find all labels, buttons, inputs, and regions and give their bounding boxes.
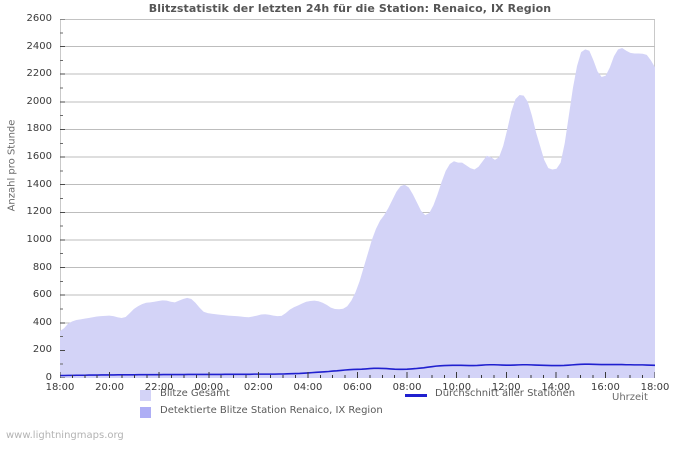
plot-area <box>60 19 655 378</box>
y-tick-label: 1800 <box>26 123 52 135</box>
chart-legend: Blitze Gesamt Detektierte Blitze Station … <box>0 388 700 422</box>
x-axis-title: Uhrzeit <box>612 392 648 403</box>
legend-line-marker <box>405 394 427 397</box>
y-tick-label: 800 <box>32 261 52 273</box>
x-tick-label: 14:00 <box>541 382 571 393</box>
y-tick-label: 0 <box>45 372 52 383</box>
legend-label: Blitze Gesamt <box>160 388 230 399</box>
y-tick-label: 2000 <box>26 95 52 107</box>
x-tick-label: 18:00 <box>640 382 670 393</box>
y-tick-label: 600 <box>32 289 52 301</box>
y-tick-label: 2200 <box>26 68 52 80</box>
x-tick-label: 22:00 <box>144 382 174 393</box>
y-tick-label: 2600 <box>26 13 52 24</box>
x-tick-label: 12:00 <box>491 382 521 393</box>
page-title: Blitzstatistik der letzten 24h für die S… <box>148 2 552 15</box>
chart-canvas <box>60 19 655 378</box>
legend-label: Detektierte Blitze Station Renaico, IX R… <box>160 405 383 416</box>
y-tick-label: 400 <box>32 316 52 328</box>
y-tick-label: 1400 <box>26 178 52 190</box>
watermark: www.lightningmaps.org <box>6 430 124 441</box>
x-tick-label: 06:00 <box>343 382 372 393</box>
x-tick-label: 00:00 <box>194 382 224 393</box>
y-tick-label: 1200 <box>26 206 52 218</box>
y-tick-label: 2400 <box>26 40 52 52</box>
x-tick-label: 20:00 <box>95 382 124 393</box>
y-axis-title: Anzahl pro Stunde <box>6 119 18 212</box>
x-tick-label: 16:00 <box>590 382 620 393</box>
legend-label: Durchschnitt aller Stationen <box>435 388 576 399</box>
legend-color-swatch <box>140 390 151 401</box>
x-tick-label: 18:00 <box>45 382 75 393</box>
x-tick-label: 04:00 <box>293 382 323 393</box>
x-tick-label: 10:00 <box>442 382 472 393</box>
x-tick-label: 02:00 <box>243 382 273 393</box>
x-tick-label: 08:00 <box>392 382 422 393</box>
y-tick-label: 1000 <box>26 233 52 245</box>
y-tick-label: 200 <box>32 344 52 356</box>
y-tick-label: 1600 <box>26 151 52 163</box>
legend-color-swatch <box>140 407 151 418</box>
